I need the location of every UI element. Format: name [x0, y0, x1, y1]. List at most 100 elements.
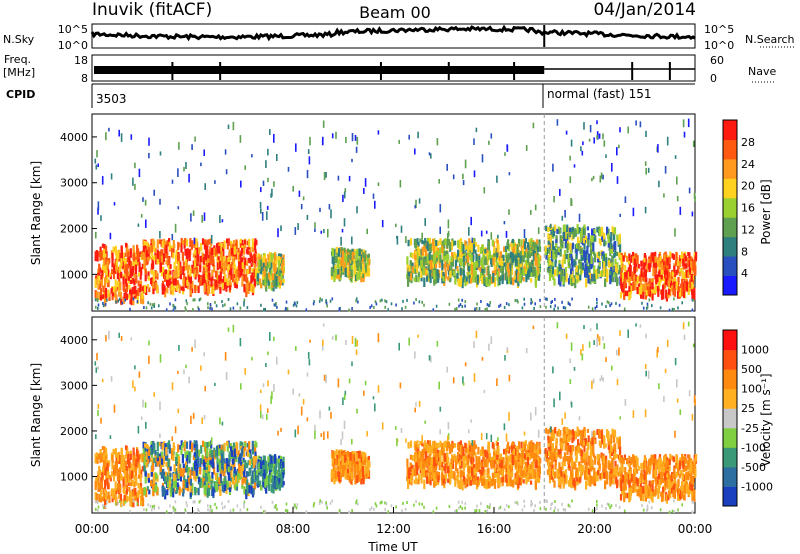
- velocity-pixel-202: [141, 488, 145, 496]
- power-pixel-2687: [652, 277, 655, 283]
- velocity-pixel-232: [104, 467, 107, 476]
- power-noise-241: [592, 175, 595, 180]
- velocity-pixel-873: [195, 441, 198, 451]
- velocity-pixel-776: [218, 477, 221, 485]
- velocity-pixel-1037: [277, 458, 280, 465]
- velocity-pixel-812: [205, 474, 208, 482]
- power-pixel-1215: [334, 255, 338, 263]
- power-pixel-543: [173, 261, 176, 270]
- power-pixel-1702: [454, 240, 457, 246]
- power-pixel-1863: [523, 241, 527, 250]
- power-pixel-1679: [441, 259, 444, 265]
- velocity-pixel-1234: [355, 476, 358, 484]
- power-pixel-2812: [658, 257, 661, 267]
- velocity-pixel-562: [186, 450, 189, 458]
- power-pixel-1929: [469, 243, 472, 250]
- power-noise-154: [396, 235, 398, 239]
- power-pixel-706: [216, 243, 219, 254]
- velocity-pixel-26: [109, 477, 112, 482]
- power-pixel-991: [275, 256, 278, 266]
- velocity-pixel-443: [193, 441, 196, 448]
- power-pixel-209: [117, 280, 120, 287]
- power-pixel-150: [129, 297, 132, 305]
- power-ground-17: [355, 299, 357, 303]
- velocity-pixel-189: [99, 455, 102, 464]
- velocity-pixel-534: [166, 442, 169, 449]
- power-pixel-2165: [618, 248, 622, 257]
- velocity-pixel-1174: [367, 467, 370, 477]
- velocity-pixel-480: [154, 451, 157, 462]
- velocity-pixel-874: [210, 480, 213, 489]
- power-ground-199: [545, 297, 547, 301]
- velocity-pixel-151: [111, 459, 114, 470]
- power-pixel-2817: [628, 278, 631, 285]
- power-noise-145: [191, 144, 193, 150]
- velocity-pixel-82: [125, 486, 128, 495]
- velocity-pixel-593: [171, 450, 174, 460]
- power-pixel-1952: [423, 258, 426, 268]
- power-pixel-2654: [671, 285, 674, 292]
- power-pixel-2227: [557, 247, 561, 253]
- power-pixel-2238: [564, 267, 568, 273]
- velocity-pixel-1342: [454, 477, 457, 487]
- power-ground-186: [264, 307, 266, 311]
- velocity-pixel-708: [230, 466, 233, 474]
- power-pixel-2651: [684, 255, 687, 262]
- power-pixel-1915: [481, 244, 484, 252]
- power-noise-89: [108, 127, 110, 132]
- power-pixel-841: [156, 254, 159, 259]
- velocity-pixel-150: [129, 499, 132, 507]
- power-pixel-1948: [439, 247, 442, 255]
- power-pixel-1051: [340, 252, 343, 262]
- velocity-pixel-567: [237, 478, 240, 483]
- power-noise-206: [273, 181, 275, 187]
- power-noise-96: [193, 237, 196, 245]
- velocity-pixel-169: [100, 477, 103, 483]
- power-pixel-468: [142, 245, 145, 254]
- power-ground-34: [147, 301, 149, 305]
- velocity-pixel-1115: [364, 465, 367, 474]
- power-pixel-2807: [664, 257, 667, 267]
- nsky-trace: [90, 24, 696, 47]
- power-ground-88: [404, 305, 407, 309]
- velocity-pixel-242: [120, 455, 123, 464]
- power-pixel-630: [199, 255, 202, 263]
- nsky-line: [90, 24, 696, 42]
- velocity-pixel-696: [208, 487, 211, 496]
- power-pixel-2470: [633, 253, 636, 260]
- power-noise-212: [260, 187, 262, 193]
- power-pixel-25: [94, 251, 97, 260]
- power-noise-199: [504, 152, 506, 156]
- power-pixel-2282: [567, 233, 570, 240]
- power-pixel-1012: [273, 252, 277, 261]
- velocity-pixel-564: [228, 451, 231, 461]
- velocity-pixel-975: [262, 481, 265, 488]
- power-noise-128: [377, 130, 380, 135]
- power-pixel-2064: [583, 241, 586, 250]
- power-pixel-1019: [271, 273, 275, 281]
- power-pixel-1995: [433, 254, 436, 264]
- velocity-pixel-49: [142, 497, 145, 507]
- velocity-pixel-1525: [475, 456, 478, 466]
- power-pixel-1613: [477, 261, 480, 268]
- power-pixel-2806: [657, 271, 660, 279]
- velocity-pixel-646: [150, 472, 153, 477]
- power-noise-182: [664, 166, 667, 174]
- power-pixel-1835: [456, 266, 459, 271]
- velocity-pixel-663: [154, 450, 157, 456]
- power-noise-134: [639, 121, 642, 128]
- power-pixel-2261: [579, 261, 582, 270]
- power-pixel-826: [254, 268, 257, 279]
- power-pixel-1892: [492, 273, 495, 283]
- power-pixel-2281: [545, 225, 548, 232]
- velocity-pixel-66: [130, 498, 133, 508]
- power-pixel-812: [205, 272, 208, 280]
- power-noise-72: [309, 136, 311, 146]
- power-pixel-1006: [272, 281, 275, 292]
- power-pixel-2140: [575, 243, 579, 249]
- power-cbar-ticklabel-1: 8: [741, 245, 748, 258]
- power-noise-69: [532, 122, 535, 129]
- power-ylabel: Slant Range [km]: [29, 161, 43, 265]
- velocity-pixel-1467: [499, 469, 502, 474]
- velocity-pixel-1593: [459, 478, 462, 489]
